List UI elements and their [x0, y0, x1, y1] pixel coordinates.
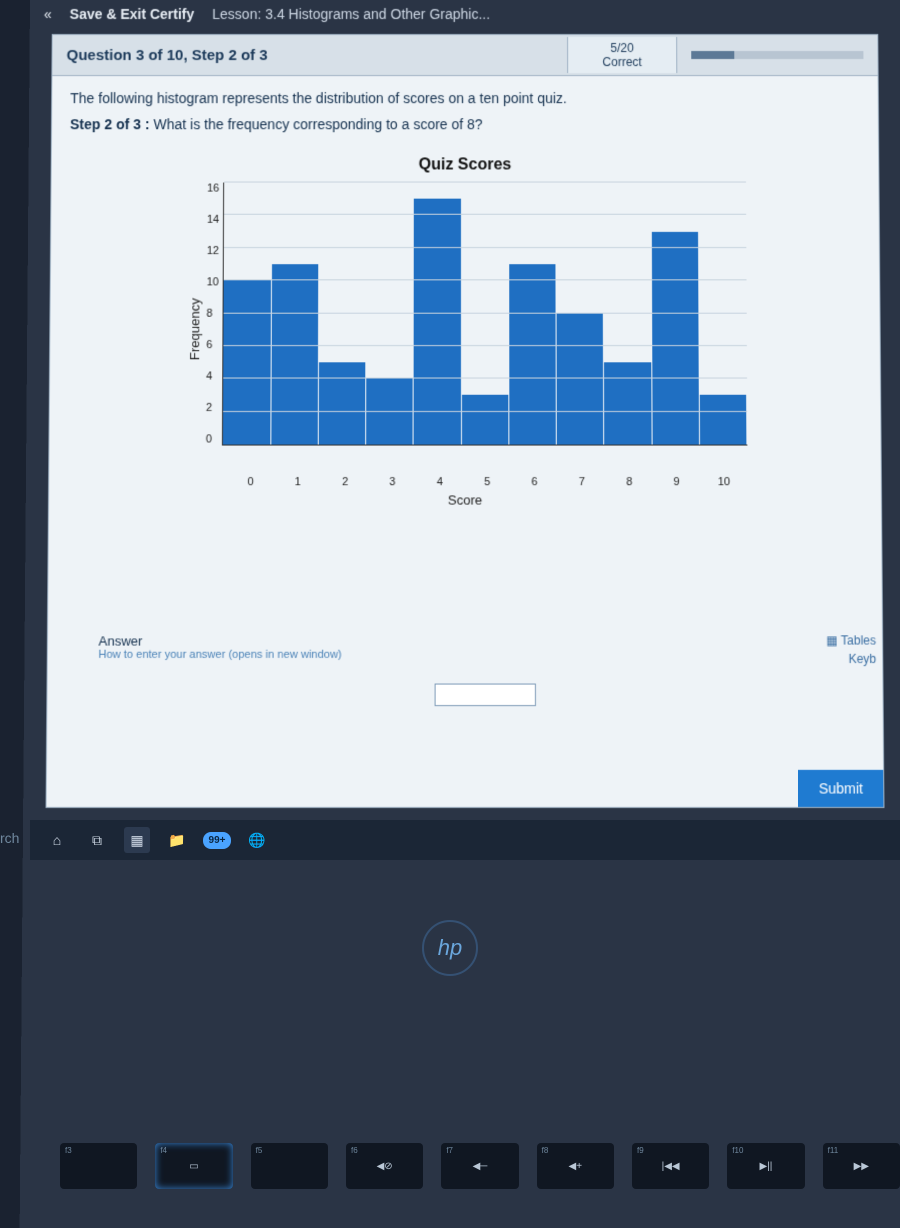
y-tick: 6 [206, 339, 218, 351]
histogram: Quiz Scores Frequency 1614121086420 0123… [182, 156, 748, 507]
top-bar: « Save & Exit Certify Lesson: 3.4 Histog… [30, 0, 900, 28]
mail-badge: 99+ [203, 832, 232, 849]
x-tick: 3 [369, 476, 416, 488]
x-ticks: 012345678910 [227, 476, 748, 488]
back-icon[interactable]: « [44, 6, 52, 22]
question-header: Question 3 of 10, Step 2 of 3 5/20 Corre… [51, 34, 878, 76]
browser-icon[interactable]: 🌐 [244, 827, 270, 853]
x-axis-label: Score [182, 492, 748, 507]
hp-logo: hp [422, 920, 478, 976]
score-label: Correct [568, 55, 676, 69]
fn-key: f6◀⊘ [346, 1143, 423, 1189]
fn-key: f8◀+ [537, 1143, 614, 1189]
x-tick: 2 [321, 476, 368, 488]
answer-label: Answer [98, 633, 872, 648]
app-screen: « Save & Exit Certify Lesson: 3.4 Histog… [20, 0, 900, 1228]
bar [651, 231, 699, 444]
bar [461, 395, 509, 444]
taskbar-icon[interactable]: ⧉ [84, 827, 110, 853]
y-tick: 14 [207, 214, 219, 226]
plot-area [222, 183, 747, 446]
bar [318, 362, 366, 444]
y-tick: 8 [206, 308, 218, 320]
fn-key: f7◀─ [441, 1143, 518, 1189]
bars [223, 183, 747, 445]
fn-key: f10▶|| [727, 1143, 804, 1189]
x-tick: 9 [653, 476, 700, 488]
y-tick: 2 [206, 402, 218, 414]
search-fragment: rch [0, 830, 19, 846]
content-panel: The following histogram represents the d… [46, 76, 885, 808]
progress-bar [691, 51, 863, 59]
progress-fill [691, 51, 734, 59]
explorer-icon[interactable]: 📁 [164, 827, 190, 853]
question-intro: The following histogram represents the d… [70, 90, 860, 106]
keyboard-link[interactable]: Keyb [826, 652, 876, 666]
x-tick: 8 [606, 476, 653, 488]
bar [604, 362, 652, 444]
y-tick: 16 [207, 183, 219, 195]
submit-button[interactable]: Submit [798, 770, 883, 807]
answer-input[interactable] [435, 684, 536, 707]
store-icon[interactable]: ▦ [124, 827, 150, 853]
x-tick: 0 [227, 476, 274, 488]
step-line: Step 2 of 3 : What is the frequency corr… [70, 116, 860, 132]
chart-title: Quiz Scores [184, 156, 746, 174]
taskbar: ⌂ ⧉ ▦ 📁 99+ 🌐 [30, 820, 900, 860]
x-tick: 1 [274, 476, 321, 488]
step-prefix: Step 2 of 3 : [70, 116, 150, 132]
fn-key: f4▭ [155, 1143, 232, 1189]
y-tick: 0 [206, 433, 218, 445]
score-box: 5/20 Correct [567, 37, 677, 73]
bar [557, 313, 605, 444]
y-tick: 12 [207, 245, 219, 257]
keyboard-fn-row: f3 f4▭ f5 f6◀⊘ f7◀─ f8◀+ f9|◀◀ f10▶|| f11▶▶ [60, 1140, 900, 1192]
y-tick: 4 [206, 370, 218, 382]
fn-key: f3 [60, 1143, 137, 1189]
bar [223, 280, 271, 444]
tables-link[interactable]: ▦ Tables [826, 633, 876, 647]
bar [509, 264, 557, 444]
answer-section: Answer How to enter your answer (opens i… [98, 633, 872, 706]
taskbar-icon[interactable]: ⌂ [44, 827, 70, 853]
progress-wrap [677, 51, 877, 59]
answer-hint-link[interactable]: How to enter your answer (opens in new w… [98, 649, 872, 661]
fn-key: f9|◀◀ [632, 1143, 709, 1189]
x-tick: 5 [464, 476, 511, 488]
y-ticks: 16 14 12 10 8 6 4 2 0 [206, 183, 224, 446]
fn-key: f11▶▶ [823, 1143, 900, 1189]
bar [414, 199, 462, 445]
x-tick: 4 [416, 476, 463, 488]
mail-icon[interactable]: 99+ [204, 827, 230, 853]
x-tick: 10 [700, 476, 747, 488]
y-axis-label: Frequency [182, 183, 207, 477]
save-exit-link[interactable]: Save & Exit Certify [70, 6, 195, 22]
score-value: 5/20 [568, 41, 676, 55]
step-text: What is the frequency corresponding to a… [150, 116, 483, 132]
question-number: Question 3 of 10, Step 2 of 3 [52, 47, 567, 64]
side-links: ▦ Tables Keyb [826, 633, 876, 670]
fn-key: f5 [251, 1143, 328, 1189]
bar [700, 395, 748, 444]
x-tick: 7 [558, 476, 605, 488]
y-tick: 10 [207, 276, 219, 288]
bar [366, 379, 414, 445]
lesson-title: Lesson: 3.4 Histograms and Other Graphic… [212, 6, 490, 22]
x-tick: 6 [511, 476, 558, 488]
bar [271, 264, 319, 444]
